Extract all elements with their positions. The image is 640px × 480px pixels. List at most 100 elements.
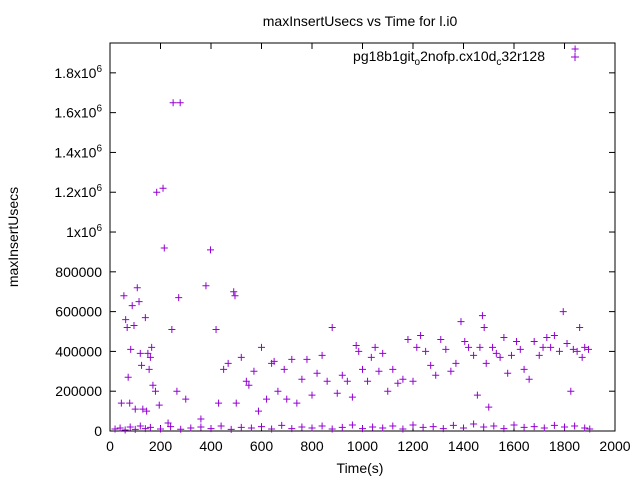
data-point <box>111 425 119 433</box>
data-point <box>540 424 548 432</box>
data-point <box>328 324 336 332</box>
data-point <box>480 423 488 431</box>
data-point <box>207 425 215 433</box>
data-point <box>439 425 447 433</box>
data-point <box>146 353 154 361</box>
data-point <box>539 343 547 351</box>
data-point <box>461 337 469 345</box>
data-point <box>399 425 407 433</box>
data-point <box>525 375 533 383</box>
data-point <box>139 405 147 413</box>
data-point <box>169 99 177 107</box>
data-point <box>323 377 331 385</box>
data-point <box>563 339 571 347</box>
data-point <box>437 335 445 343</box>
data-point <box>520 365 528 373</box>
data-point <box>473 391 481 399</box>
data-point <box>369 423 377 431</box>
data-point <box>283 395 291 403</box>
data-point <box>141 425 149 433</box>
data-point <box>136 422 144 430</box>
data-point <box>237 353 245 361</box>
data-point <box>367 353 375 361</box>
data-point <box>348 421 356 429</box>
data-point <box>460 424 467 432</box>
data-point <box>175 294 183 302</box>
data-point <box>220 365 228 373</box>
x-tick-label: 800 <box>300 438 324 454</box>
data-point <box>217 422 225 430</box>
data-point <box>530 337 538 345</box>
data-point <box>338 423 346 431</box>
data-point <box>212 326 220 334</box>
data-point <box>164 419 172 427</box>
data-point <box>413 343 421 351</box>
data-point <box>364 377 372 385</box>
data-point <box>237 423 245 431</box>
data-point <box>138 361 146 369</box>
data-point <box>379 349 387 357</box>
data-point <box>120 292 128 300</box>
data-point <box>232 399 240 407</box>
x-tick-label: 2000 <box>599 438 630 454</box>
data-point <box>224 359 232 367</box>
data-point <box>547 343 555 351</box>
data-point <box>513 337 521 345</box>
x-tick-label: 1600 <box>498 438 529 454</box>
y-tick-label: 0 <box>94 423 102 439</box>
data-point <box>130 322 138 330</box>
data-point <box>333 389 341 397</box>
data-point <box>298 375 306 383</box>
y-tick-label: 200000 <box>55 383 102 399</box>
legend-marker <box>571 53 579 61</box>
legend: pg18b1gito2nofp.cx10dc32r128 <box>353 48 579 68</box>
data-point <box>578 353 586 361</box>
data-point <box>492 349 500 357</box>
x-tick-label: 400 <box>199 438 223 454</box>
y-tick-label: 400000 <box>55 343 102 359</box>
data-point <box>250 367 258 375</box>
data-point <box>573 347 581 355</box>
data-point <box>530 423 538 431</box>
data-point <box>182 395 190 403</box>
data-point <box>159 184 167 192</box>
data-point <box>293 399 301 407</box>
y-tick-label: 1.2x106 <box>54 183 102 200</box>
x-tick-label: 200 <box>149 438 173 454</box>
data-point <box>254 407 262 415</box>
data-point <box>500 425 508 433</box>
data-point <box>510 421 518 429</box>
data-point <box>352 341 360 349</box>
data-point <box>176 99 184 107</box>
data-point <box>258 423 265 431</box>
data-point <box>389 422 397 430</box>
data-point <box>465 343 473 351</box>
data-point <box>571 45 579 53</box>
data-point <box>268 425 276 433</box>
data-point <box>242 377 250 385</box>
data-point <box>417 331 425 339</box>
data-point <box>569 345 577 353</box>
data-point <box>550 421 558 429</box>
chart-title: maxInsertUsecs vs Time for l.i0 <box>263 13 458 29</box>
x-tick-label: 0 <box>106 438 114 454</box>
data-point <box>177 425 185 433</box>
data-point <box>227 425 235 433</box>
data-point <box>375 367 383 375</box>
data-point <box>409 421 417 429</box>
data-point <box>153 188 161 196</box>
y-tick-label: 1x106 <box>66 223 102 240</box>
x-tick-label: 1400 <box>448 438 479 454</box>
data-point <box>263 395 271 403</box>
data-point <box>116 424 124 432</box>
x-tick-label: 600 <box>250 438 274 454</box>
data-point <box>231 292 239 300</box>
data-point <box>447 367 455 375</box>
data-point <box>123 324 131 332</box>
data-point <box>500 333 508 341</box>
data-point <box>359 365 366 373</box>
data-point <box>143 407 151 415</box>
data-point <box>135 298 143 306</box>
data-point <box>480 324 488 332</box>
data-point <box>427 361 435 369</box>
